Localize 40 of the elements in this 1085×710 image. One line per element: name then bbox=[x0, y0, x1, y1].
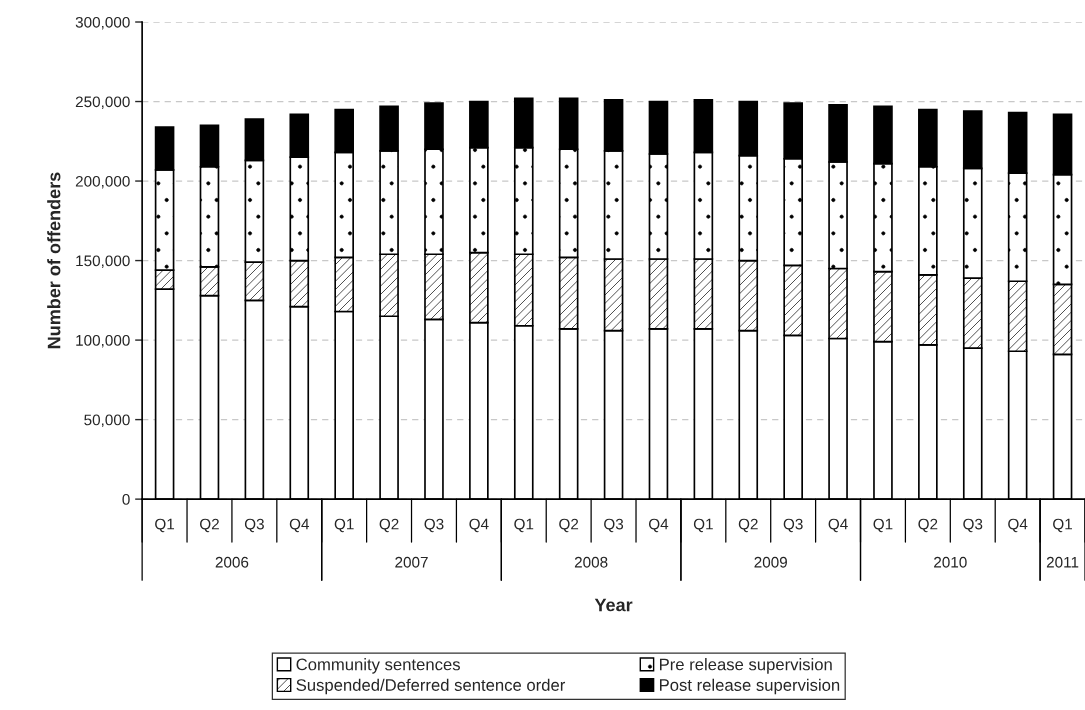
x-tick-label: Q2 bbox=[738, 518, 758, 533]
y-tick-label: 100,000 bbox=[76, 334, 130, 348]
x-axis-title: Year bbox=[594, 598, 633, 612]
y-tick-label: 150,000 bbox=[76, 255, 130, 269]
x-tick-label: Q4 bbox=[469, 518, 489, 533]
x-tick-label: Q2 bbox=[379, 518, 399, 533]
text: 2007 bbox=[395, 556, 428, 568]
x-tick-label: Q3 bbox=[604, 518, 624, 533]
x-tick-label: Q4 bbox=[1008, 518, 1028, 533]
text: 2010 bbox=[934, 556, 967, 568]
x-tick-label: Q3 bbox=[424, 518, 444, 533]
x-tick-label: Q1 bbox=[155, 518, 175, 533]
x-tick-label: Q4 bbox=[828, 518, 848, 533]
text: 2008 bbox=[574, 556, 608, 568]
legend-label: Pre release supervision bbox=[659, 658, 832, 674]
x-tick-label: Q2 bbox=[559, 518, 579, 533]
legend-label: Suspended/Deferred sentence order bbox=[296, 678, 566, 695]
y-tick-label: 200,000 bbox=[75, 175, 130, 189]
x-tick-label: Q3 bbox=[963, 518, 983, 533]
y-tick-label: 250,000 bbox=[75, 96, 130, 110]
x-tick-label: Q4 bbox=[289, 518, 310, 533]
text: 2006 bbox=[215, 556, 249, 568]
y-axis-title: Number of offenders bbox=[47, 172, 61, 349]
text: 2009 bbox=[754, 556, 787, 568]
y-tick-label: 50,000 bbox=[84, 414, 130, 428]
x-tick-label: Q3 bbox=[783, 518, 803, 533]
text: 2011 bbox=[1046, 556, 1079, 568]
x-tick-label: Q3 bbox=[244, 518, 264, 533]
x-tick-label: Q1 bbox=[693, 518, 713, 533]
x-tick-label: Q1 bbox=[1053, 518, 1072, 533]
legend-label: Community sentences bbox=[296, 658, 460, 674]
x-tick-label: Q1 bbox=[514, 518, 534, 533]
y-tick-label: 0 bbox=[122, 494, 130, 505]
x-tick-label: Q2 bbox=[200, 518, 219, 533]
y-tick-label: 300,000 bbox=[75, 16, 130, 30]
legend-label: Post release supervision bbox=[659, 678, 840, 695]
x-tick-label: Q1 bbox=[873, 518, 893, 533]
x-tick-label: Q2 bbox=[918, 518, 938, 533]
x-tick-label: Q4 bbox=[649, 518, 669, 533]
x-tick-label: Q1 bbox=[334, 518, 354, 533]
